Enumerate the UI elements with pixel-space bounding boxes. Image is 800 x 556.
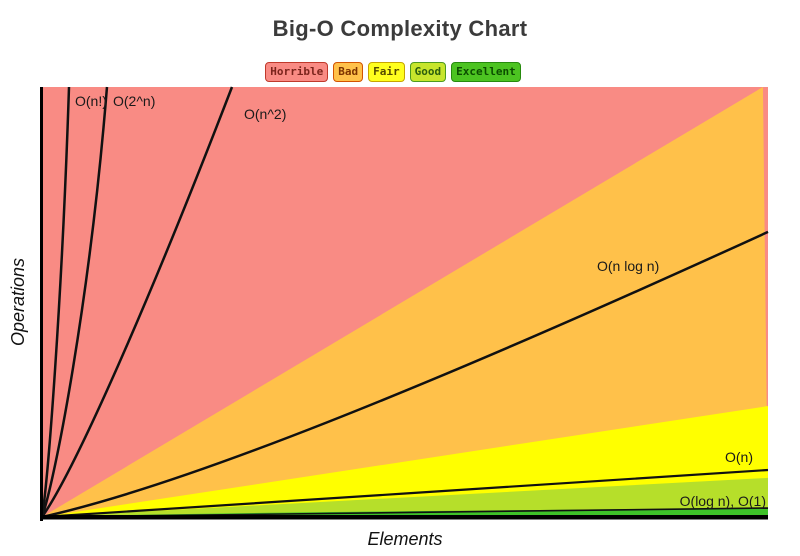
x-axis-label: Elements xyxy=(367,529,442,549)
page-title: Big-O Complexity Chart xyxy=(272,16,528,41)
curve-label-o-quadratic: O(n^2) xyxy=(244,106,286,122)
legend-badge-excellent: Excellent xyxy=(451,62,521,82)
curve-o-n-log-n xyxy=(41,230,769,519)
y-axis-line xyxy=(40,87,43,521)
curve-o-factorial xyxy=(40,86,71,518)
curve-o-exponential xyxy=(40,86,109,518)
curve-o-linear xyxy=(41,468,769,519)
legend-badge-fair: Fair xyxy=(368,62,405,82)
curve-label-o-n-log-n: O(n log n) xyxy=(597,258,659,274)
complexity-legend: Horrible Bad Fair Good Excellent xyxy=(0,62,786,82)
legend-badge-good: Good xyxy=(409,62,447,82)
curve-label-o-factorial: O(n!) xyxy=(75,93,107,109)
curve-label-o-linear: O(n) xyxy=(725,449,753,465)
legend-badge-horrible: Horrible xyxy=(265,62,329,82)
curve-o-quadratic xyxy=(40,86,234,518)
legend-badge-bad: Bad xyxy=(333,62,364,82)
curve-label-o-exponential: O(2^n) xyxy=(113,93,155,109)
x-axis-line xyxy=(40,515,768,520)
region-bad xyxy=(42,87,768,517)
region-good xyxy=(42,477,768,517)
curve-label-o-logarithmic: O(log n), O(1) xyxy=(680,493,766,509)
y-axis-label: Operations xyxy=(8,258,28,346)
